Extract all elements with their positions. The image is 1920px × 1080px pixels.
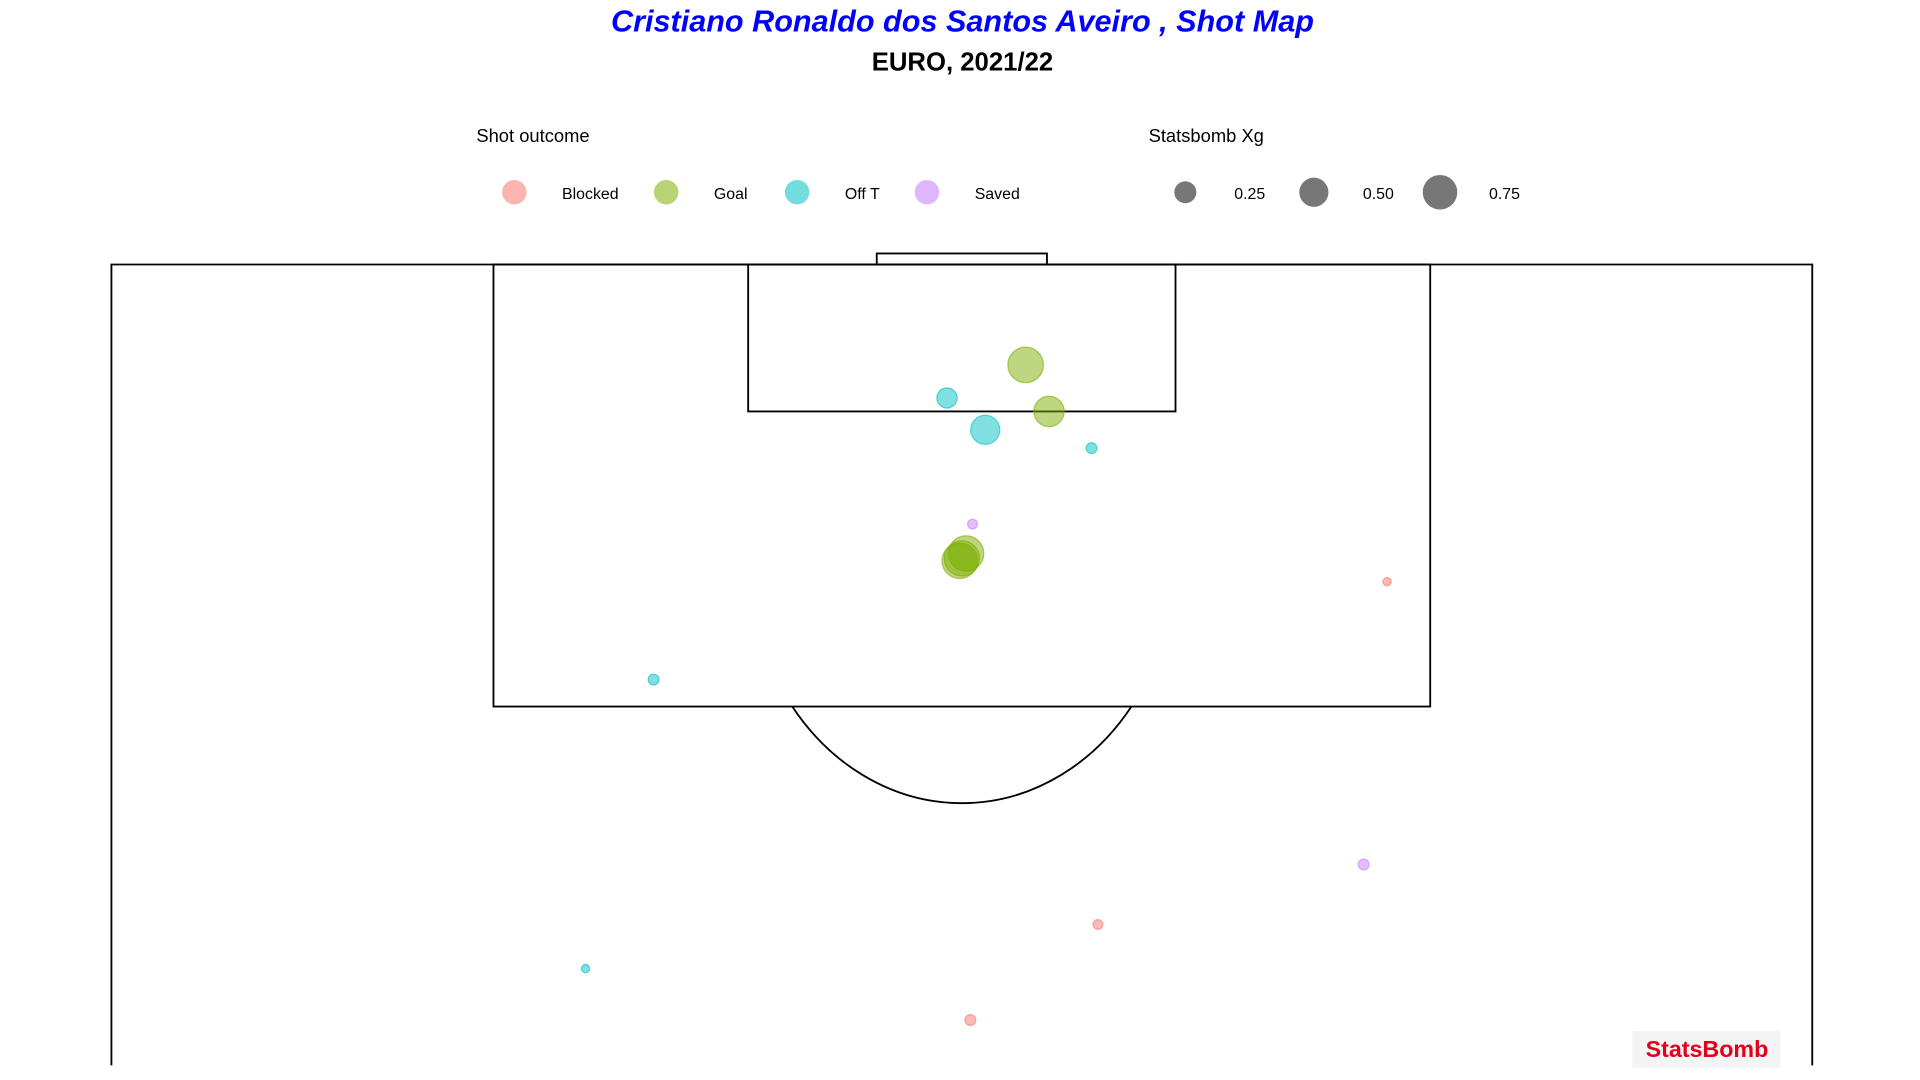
shot (1382, 576, 1392, 587)
legend-swatch (784, 180, 810, 205)
size-legend-label: 0.50 (1363, 186, 1394, 203)
size-legend-label: 0.75 (1489, 186, 1520, 203)
legend-swatch (653, 180, 679, 205)
shot (1085, 442, 1098, 455)
shot (943, 540, 981, 577)
size-legend-swatch (1174, 181, 1197, 204)
penalty-arc (791, 706, 1133, 805)
shot (966, 518, 978, 530)
legend-label: Off T (845, 186, 880, 203)
legend-label: Blocked (562, 186, 619, 203)
chart-body: Cristiano Ronaldo dos Santos Aveiro , Sh… (110, 4, 1814, 1068)
pitch (110, 252, 1814, 1066)
shot (580, 963, 591, 974)
shot (1033, 395, 1065, 428)
size-legend-swatch (1422, 174, 1458, 210)
legend-swatch (914, 180, 940, 205)
shot (647, 673, 660, 686)
shot (1357, 858, 1370, 871)
size-legend-title: Statsbomb Xg (1149, 125, 1264, 146)
legend-label: Goal (714, 186, 748, 203)
pitch-outline (110, 263, 1814, 1066)
size-legend-swatch (1299, 177, 1329, 207)
size-legend-label: 0.25 (1234, 186, 1265, 203)
shot (1007, 346, 1045, 384)
six-yard-box (747, 263, 1177, 413)
color-legend-title: Shot outcome (476, 125, 589, 146)
penalty-box (492, 263, 1432, 708)
logo-box (1632, 1031, 1781, 1068)
goal (875, 252, 1048, 266)
chart-subtitle: EURO, 2021/22 (872, 48, 1053, 76)
source-logo: StatsBomb (1646, 1036, 1769, 1062)
shot (1092, 919, 1104, 930)
chart-title: Cristiano Ronaldo dos Santos Aveiro , Sh… (611, 4, 1314, 38)
shot (936, 387, 958, 409)
legend-swatch (502, 180, 527, 205)
legend-label: Saved (975, 186, 1020, 203)
shot (964, 1013, 977, 1027)
shot (970, 414, 1001, 445)
